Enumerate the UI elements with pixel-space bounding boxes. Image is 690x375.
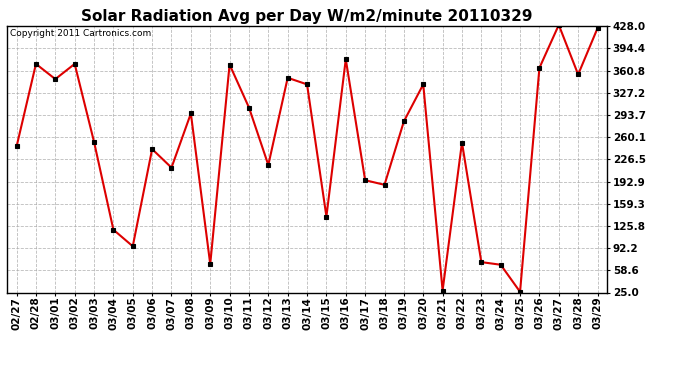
Title: Solar Radiation Avg per Day W/m2/minute 20110329: Solar Radiation Avg per Day W/m2/minute … (81, 9, 533, 24)
Text: Copyright 2011 Cartronics.com: Copyright 2011 Cartronics.com (10, 29, 151, 38)
